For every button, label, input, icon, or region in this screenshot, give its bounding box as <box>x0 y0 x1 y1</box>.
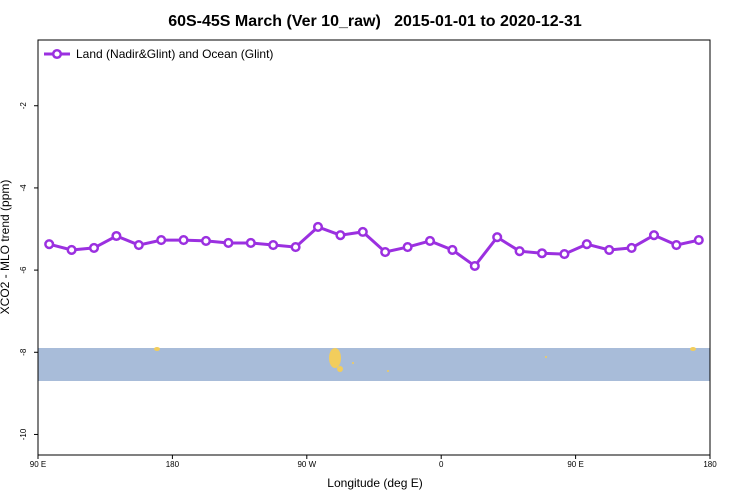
point <box>223 237 234 249</box>
point <box>424 235 436 246</box>
point <box>671 239 682 251</box>
plot-frame <box>37 39 711 456</box>
point <box>581 239 592 250</box>
point <box>133 239 144 251</box>
point <box>693 235 704 246</box>
point <box>447 244 458 256</box>
x-tick-label: 90 E <box>567 460 583 469</box>
land <box>352 362 354 364</box>
land <box>545 356 547 358</box>
y-tick-label: -8 <box>19 348 28 356</box>
point <box>290 242 301 253</box>
x-axis-label: Longitude (deg E) <box>327 476 422 490</box>
point <box>335 230 346 241</box>
y-tick-label: -10 <box>19 428 28 440</box>
point <box>604 244 615 256</box>
x-tick-label: 0 <box>439 460 444 469</box>
point <box>514 246 525 257</box>
ocean <box>38 348 710 381</box>
point <box>402 242 413 253</box>
land <box>329 348 341 368</box>
point <box>66 244 77 256</box>
land <box>387 370 389 372</box>
series-line <box>48 225 700 269</box>
point <box>44 239 55 250</box>
land <box>337 366 343 372</box>
point <box>156 235 167 246</box>
point <box>469 260 480 272</box>
point <box>268 239 279 251</box>
point <box>88 242 100 253</box>
y-tick-label: -6 <box>19 266 28 274</box>
point <box>536 248 548 259</box>
y-tick-label: -4 <box>19 184 28 192</box>
point <box>178 235 189 246</box>
point <box>648 230 660 241</box>
point <box>245 237 256 249</box>
y-axis-label: XCO2 - MLO trend (ppm) <box>0 180 12 315</box>
x-tick-label: 180 <box>703 460 717 469</box>
point <box>559 249 570 260</box>
point <box>357 226 368 237</box>
point <box>380 246 391 258</box>
land <box>690 347 696 351</box>
y-tick-label: -2 <box>19 102 28 110</box>
legend-marker <box>51 48 63 60</box>
x-tick-label: 90 W <box>297 460 316 469</box>
point <box>111 230 122 242</box>
point <box>200 235 212 246</box>
point <box>492 232 503 243</box>
x-tick-label: 180 <box>166 460 180 469</box>
legend-label: Land (Nadir&Glint) and Ocean (Glint) <box>76 47 273 61</box>
point <box>312 221 324 233</box>
x-tick-label: 90 E <box>30 460 46 469</box>
map-band <box>38 347 710 381</box>
land <box>154 347 160 351</box>
chart-title: 60S-45S March (Ver 10_raw) 2015-01-01 to… <box>168 13 582 30</box>
point <box>626 242 637 253</box>
